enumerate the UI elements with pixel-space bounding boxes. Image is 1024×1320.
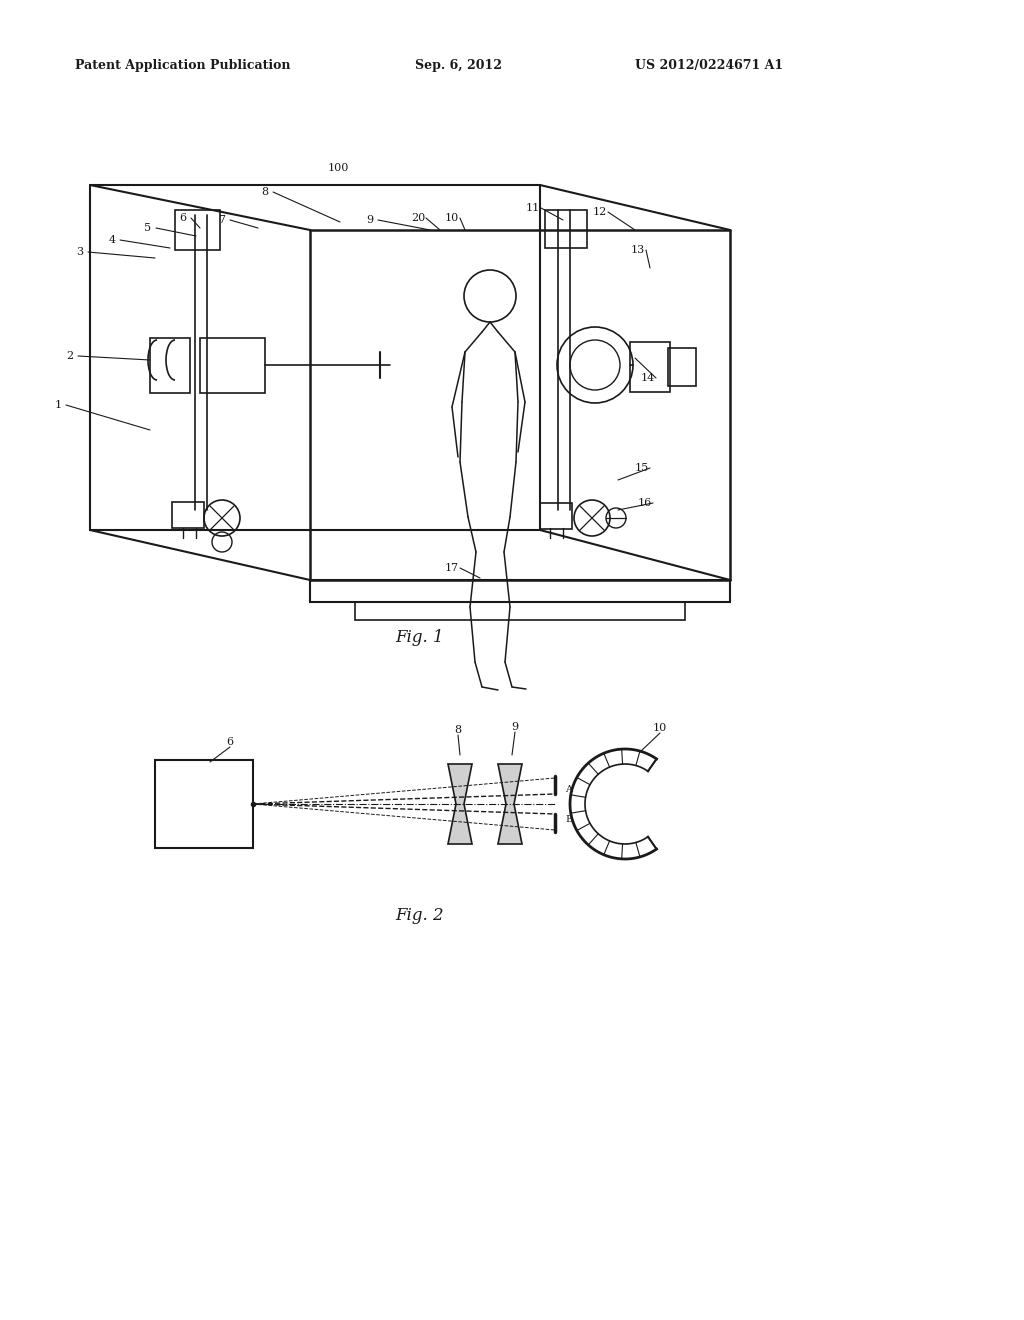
Text: 3: 3 [77, 247, 84, 257]
Text: 6: 6 [226, 737, 233, 747]
Bar [545, 210, 587, 248]
Text: 10: 10 [653, 723, 667, 733]
Text: 13: 13 [631, 246, 645, 255]
Text: Sep. 6, 2012: Sep. 6, 2012 [415, 58, 502, 71]
Text: B: B [565, 814, 572, 824]
Text: 14: 14 [641, 374, 655, 383]
Text: 10: 10 [444, 213, 459, 223]
Text: 20: 20 [411, 213, 425, 223]
Text: 9: 9 [367, 215, 374, 224]
Bar [155, 760, 253, 847]
Text: 15: 15 [635, 463, 649, 473]
Text: 16: 16 [638, 498, 652, 508]
Text: 6: 6 [179, 213, 186, 223]
Bar [668, 348, 696, 385]
Polygon shape [498, 764, 522, 843]
Text: 8: 8 [261, 187, 268, 197]
Text: 2: 2 [67, 351, 74, 360]
Bar [355, 602, 685, 620]
Bar [172, 502, 204, 528]
Text: 4: 4 [109, 235, 116, 246]
Text: 5: 5 [144, 223, 152, 234]
Bar [150, 338, 190, 393]
Text: 100: 100 [328, 162, 349, 173]
Text: Patent Application Publication: Patent Application Publication [75, 58, 291, 71]
Bar [630, 342, 670, 392]
Text: Fig. 1: Fig. 1 [395, 630, 444, 647]
Text: US 2012/0224671 A1: US 2012/0224671 A1 [635, 58, 783, 71]
Text: 11: 11 [526, 203, 540, 213]
Bar [175, 210, 220, 249]
Text: Fig. 2: Fig. 2 [395, 907, 444, 924]
Bar [540, 503, 572, 529]
Text: A: A [565, 784, 572, 793]
Text: 7: 7 [218, 215, 225, 224]
Text: 12: 12 [593, 207, 607, 216]
Text: 8: 8 [455, 725, 462, 735]
Text: 9: 9 [511, 722, 518, 733]
Polygon shape [449, 764, 472, 843]
Text: 17: 17 [445, 564, 459, 573]
Bar [310, 579, 730, 602]
Text: 1: 1 [54, 400, 61, 411]
Bar [200, 338, 265, 393]
